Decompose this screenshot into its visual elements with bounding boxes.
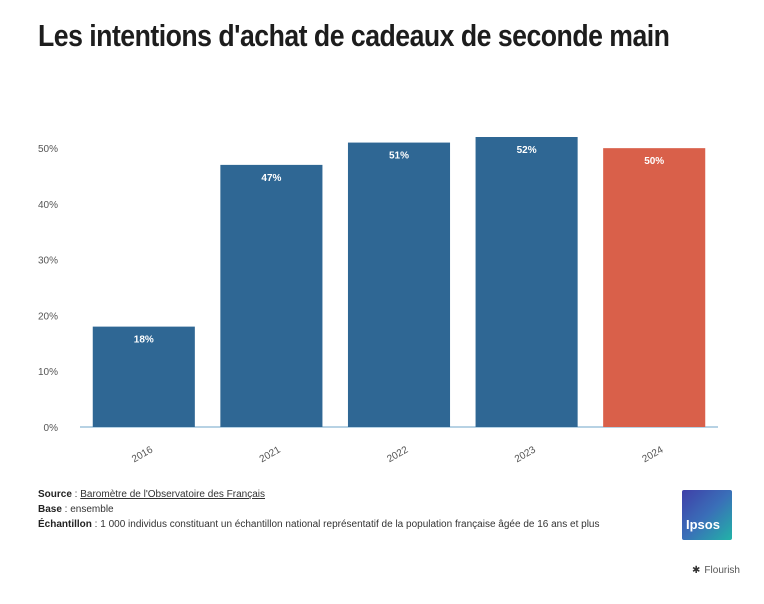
chart-footer: Source : Baromètre de l'Observatoire des… — [38, 487, 653, 532]
bar — [220, 164, 323, 427]
x-tick-label: 2016 — [130, 444, 155, 465]
x-tick-label: 2021 — [258, 444, 283, 465]
data-label: 51% — [389, 151, 409, 162]
data-label: 18% — [134, 335, 154, 346]
source-line: Source : Baromètre de l'Observatoire des… — [38, 489, 266, 500]
sample-line: Échantillon : 1 000 individus constituan… — [38, 519, 600, 530]
source-label: Source — [38, 489, 72, 500]
y-tick-label: 50% — [38, 144, 58, 155]
bar — [92, 326, 195, 427]
x-tick-label: 2024 — [641, 444, 666, 465]
page-title: Les intentions d'achat de cadeaux de sec… — [38, 18, 670, 53]
data-label: 50% — [644, 156, 664, 167]
bar — [603, 148, 706, 427]
y-tick-label: 10% — [38, 367, 58, 378]
base-label: Base — [38, 504, 62, 515]
credit-link[interactable]: ✱ Flourish — [692, 565, 740, 576]
base-value: ensemble — [70, 504, 114, 515]
x-tick-label: 2023 — [513, 444, 538, 465]
data-label: 47% — [261, 173, 281, 184]
brand-logo[interactable]: Ipsos — [682, 490, 732, 540]
sample-value: 1 000 individus constituant un échantill… — [100, 519, 600, 530]
sample-label: Échantillon — [38, 519, 92, 530]
y-tick-label: 40% — [38, 200, 58, 211]
x-tick-label: 2022 — [385, 444, 410, 465]
logo-text: Ipsos — [686, 517, 720, 532]
source-link[interactable]: Baromètre de l'Observatoire des Français — [80, 489, 266, 500]
bar-chart: 0% 10% 20% 30% 40% 50% 18% 2016 47% 2021 51% 2022 52… — [38, 137, 718, 465]
y-tick-label: 30% — [38, 256, 58, 267]
y-tick-label: 0% — [44, 423, 59, 434]
credit-text: Flourish — [704, 565, 740, 576]
data-label: 52% — [517, 145, 537, 156]
y-tick-label: 20% — [38, 311, 58, 322]
base-line: Base : ensemble — [38, 504, 114, 515]
bar — [475, 137, 578, 427]
bar — [347, 142, 451, 428]
flourish-icon: ✱ — [692, 565, 701, 576]
